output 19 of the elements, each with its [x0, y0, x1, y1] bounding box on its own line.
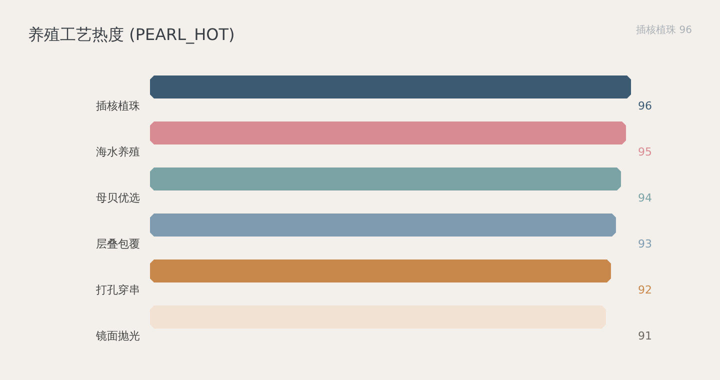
- y-tick-label: 母贝优选: [96, 192, 140, 205]
- y-tick-label: 打孔穿串: [95, 284, 140, 297]
- y-tick-label: 层叠包覆: [96, 238, 140, 251]
- y-tick-label: 镜面抛光: [95, 330, 140, 343]
- data-label: 95: [638, 146, 652, 159]
- bar: [150, 122, 626, 144]
- bar: [150, 76, 631, 98]
- y-tick-label: 插核植珠: [96, 100, 140, 113]
- y-tick-label: 海水养殖: [96, 146, 140, 159]
- data-label: 94: [638, 192, 652, 205]
- chart-title: 养殖工艺热度 (PEARL_HOT): [28, 25, 235, 44]
- bar: [150, 168, 621, 190]
- bar: [150, 260, 611, 282]
- text: 插核植珠 96: [636, 24, 692, 36]
- data-label: 96: [638, 100, 652, 113]
- data-label: 93: [638, 238, 652, 251]
- bar: [150, 214, 616, 236]
- data-label: 92: [638, 284, 652, 297]
- data-label: 91: [638, 330, 652, 343]
